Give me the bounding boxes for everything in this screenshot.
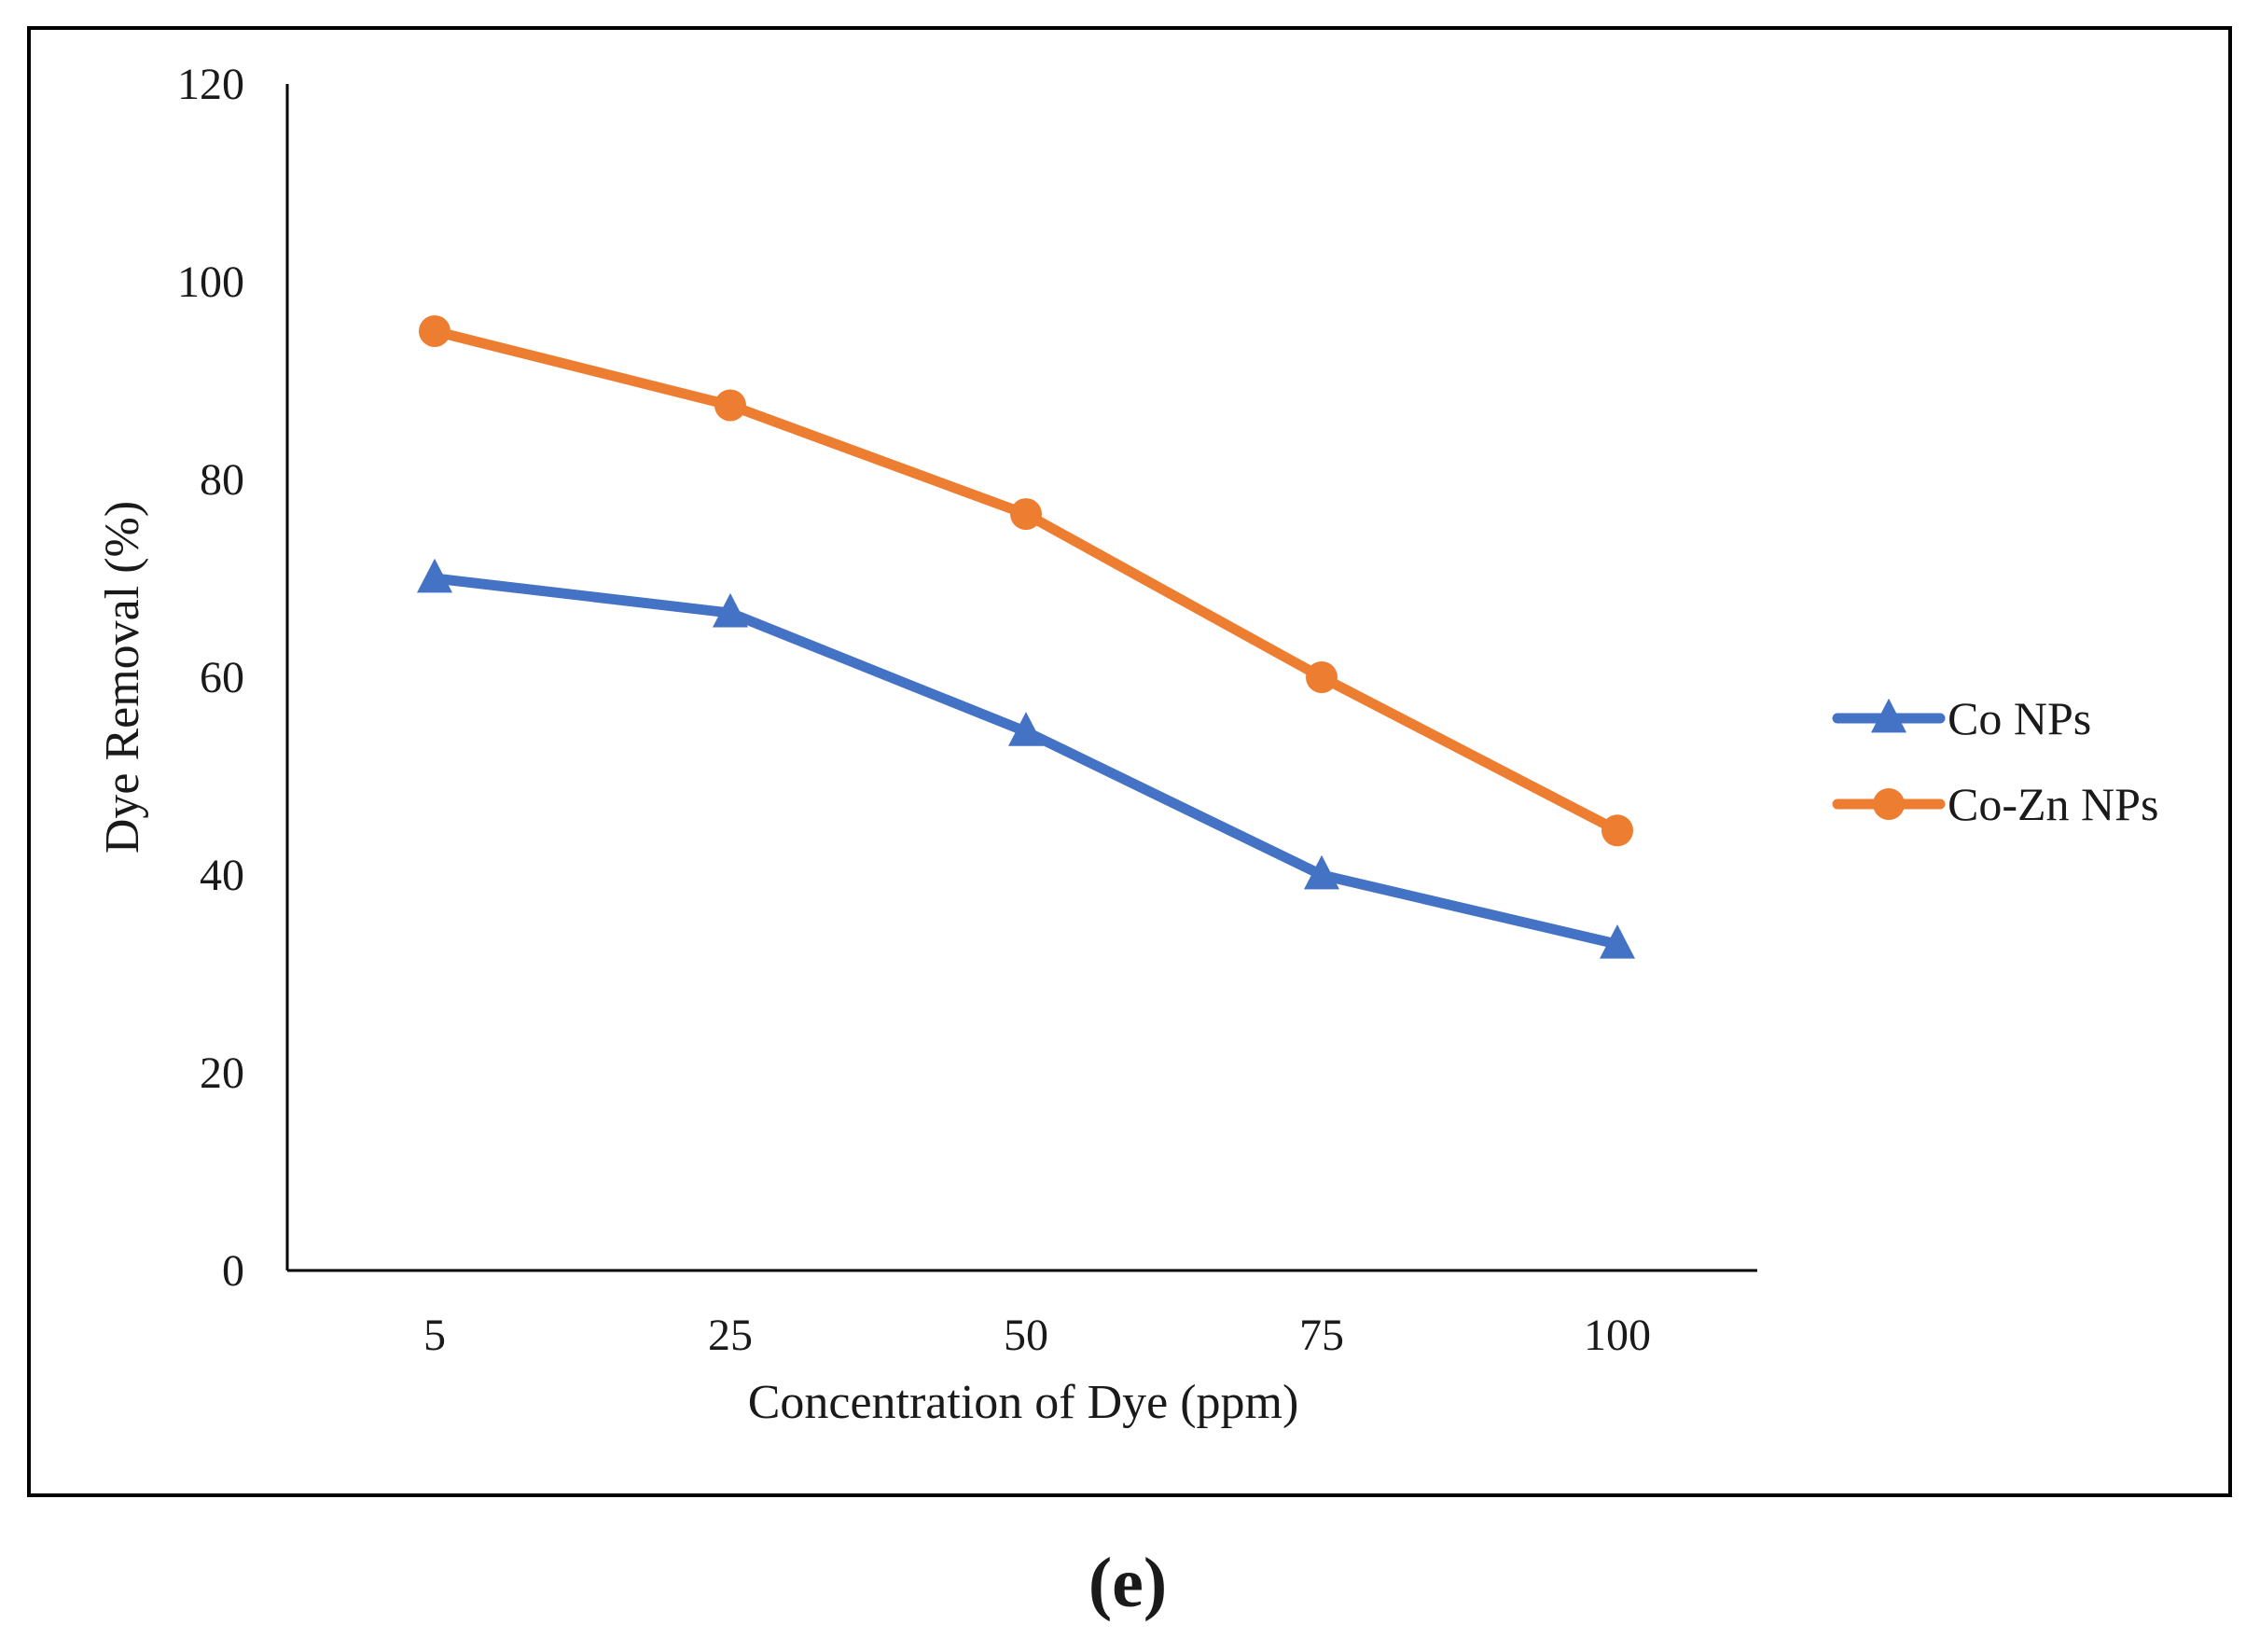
panel-label: (e) bbox=[1088, 1544, 1167, 1622]
data-point-co-zn-nps bbox=[419, 315, 451, 347]
series-layer bbox=[417, 315, 1635, 959]
y-tick-label: 80 bbox=[200, 455, 244, 505]
data-point-co-nps bbox=[1008, 712, 1044, 746]
legend-marker-co-zn-nps bbox=[1873, 788, 1905, 820]
x-tick-label: 25 bbox=[708, 1311, 753, 1360]
data-point-co-nps bbox=[1600, 923, 1635, 959]
legend-marker-co-nps bbox=[1871, 698, 1906, 733]
x-axis-title: Concentration of Dye (ppm) bbox=[748, 1376, 1299, 1429]
data-point-co-nps bbox=[713, 592, 748, 628]
data-point-co-nps bbox=[1304, 854, 1339, 890]
y-tick-label: 20 bbox=[200, 1048, 244, 1098]
data-point-co-zn-nps bbox=[1010, 498, 1042, 531]
y-tick-label: 120 bbox=[177, 60, 244, 109]
y-tick-labels: 0 20 40 60 80 100 120 bbox=[177, 60, 244, 1296]
x-tick-label: 50 bbox=[1004, 1311, 1048, 1360]
legend-label-co-zn-nps: Co-Zn NPs bbox=[1948, 778, 2158, 830]
legend-label-co-nps: Co NPs bbox=[1948, 692, 2091, 744]
y-tick-label: 100 bbox=[177, 257, 244, 307]
data-point-co-zn-nps bbox=[1601, 814, 1633, 847]
chart-frame bbox=[27, 26, 2232, 1497]
data-point-co-zn-nps bbox=[714, 389, 746, 422]
y-tick-label: 60 bbox=[200, 653, 244, 702]
x-tick-label: 75 bbox=[1299, 1311, 1344, 1360]
x-tick-label: 100 bbox=[1584, 1311, 1651, 1360]
data-point-co-zn-nps bbox=[1306, 661, 1338, 693]
y-tick-label: 0 bbox=[222, 1246, 244, 1296]
y-axis-title: Dye Removal (%) bbox=[96, 501, 149, 854]
legend: Co NPs Co-Zn NPs bbox=[1832, 692, 2158, 830]
x-tick-labels: 5 25 50 75 100 bbox=[423, 1311, 1651, 1360]
data-point-co-nps bbox=[417, 558, 452, 593]
y-tick-label: 40 bbox=[200, 851, 244, 900]
x-tick-label: 5 bbox=[423, 1311, 446, 1360]
